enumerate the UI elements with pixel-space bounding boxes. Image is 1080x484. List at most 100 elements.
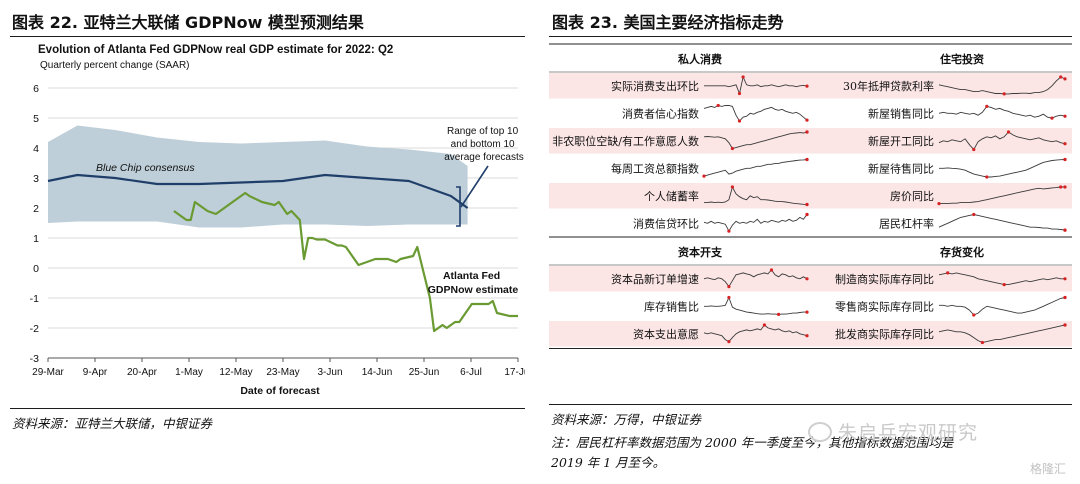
indicator-label: 实际消费支出环比 bbox=[611, 79, 699, 93]
indicator-sparkline bbox=[938, 131, 1066, 151]
sparkline-marker bbox=[805, 130, 809, 134]
indicator-sparkline bbox=[703, 214, 808, 233]
indicator-sparkline bbox=[704, 185, 808, 205]
footnote-line-1: 注：居民杠杆率数据范围为 2000 年一季度至今，其他指标数据范围均是 bbox=[551, 435, 954, 450]
y-tick-label: -1 bbox=[30, 293, 39, 305]
gdpnow-x-axis: 29-Mar 9-Apr 20-Apr 1-May 12-May 23-May 3-Jun 1… bbox=[32, 358, 525, 378]
y-tick-label: 1 bbox=[33, 233, 39, 245]
indicator-sparkline bbox=[938, 214, 1066, 231]
shaded-row-band bbox=[549, 321, 1072, 347]
indicator-sparkline bbox=[938, 76, 1066, 95]
range-annotation-line-1: Range of top 10 bbox=[447, 126, 519, 137]
right-footnote: 注：居民杠杆率数据范围为 2000 年一季度至今，其他指标数据范围均是 2019… bbox=[551, 433, 1071, 473]
indicator-label: 新屋开工同比 bbox=[868, 134, 934, 148]
right-figure-title: 图表 23. 美国主要经济指标走势 bbox=[552, 13, 784, 32]
x-tick-label: 23-May bbox=[266, 367, 299, 378]
x-tick-label: 12-May bbox=[219, 367, 252, 378]
gdpnow-label-line-1: Atlanta Fed bbox=[443, 270, 500, 282]
y-tick-label: 2 bbox=[33, 203, 39, 215]
sparkline-marker bbox=[1059, 185, 1063, 189]
group-header-left: 私人消费 bbox=[678, 52, 722, 66]
x-tick-label: 3-Jun bbox=[317, 367, 342, 378]
watermark-text: 朱启兵宏观研究 bbox=[838, 422, 979, 444]
y-tick-label: -3 bbox=[30, 353, 39, 365]
sparkline-marker bbox=[737, 119, 742, 123]
sparkline-marker bbox=[727, 295, 731, 300]
sparkline-marker bbox=[762, 323, 766, 327]
sparkline-marker bbox=[972, 212, 976, 217]
left-figure-title: 图表 22. 亚特兰大联储 GDPNow 模型预测结果 bbox=[12, 13, 364, 32]
range-annotation-line-2: and bottom 10 bbox=[451, 139, 515, 150]
range-bracket bbox=[456, 186, 461, 227]
indicator-sparkline bbox=[703, 105, 808, 122]
sparkline-marker bbox=[737, 91, 742, 96]
indicator-sparkline bbox=[703, 269, 808, 288]
sparkline-marker bbox=[937, 202, 941, 206]
sparkline-marker bbox=[805, 84, 809, 88]
sparkline-marker bbox=[702, 174, 706, 178]
sparkline-marker bbox=[805, 202, 809, 207]
indicator-sparkline bbox=[939, 186, 1065, 205]
indicator-label: 消费者信心指数 bbox=[622, 106, 699, 120]
indicator-sparkline bbox=[704, 296, 807, 315]
forecast-range-area bbox=[48, 125, 468, 228]
sparkline-marker bbox=[716, 103, 720, 108]
sparkline-marker bbox=[1063, 185, 1067, 189]
sparkline-marker bbox=[730, 185, 734, 189]
left-source-text: 资料来源：亚特兰大联储，中银证券 bbox=[12, 416, 213, 431]
indicator-label: 资本支出意愿 bbox=[633, 327, 699, 341]
gdpnow-estimate-label: Atlanta Fed GDPNow estimate bbox=[428, 270, 519, 296]
right-source-rule bbox=[549, 404, 1072, 405]
blue-chip-consensus-line bbox=[47, 173, 469, 209]
sparkline-marker bbox=[730, 146, 734, 151]
gelonghui-logo-text: 格隆汇 bbox=[1030, 462, 1067, 476]
group-header-right: 住宅投资 bbox=[940, 52, 984, 66]
sparkline-marker bbox=[1063, 295, 1067, 300]
x-tick-label: 14-Jun bbox=[362, 367, 393, 378]
x-tick-label: 29-Mar bbox=[32, 367, 64, 378]
indicator-sparkline bbox=[703, 131, 808, 150]
sparkline-marker bbox=[805, 310, 809, 314]
gdpnow-chart-subtitle: Quarterly percent change (SAAR) bbox=[40, 60, 190, 71]
x-tick-label: 20-Apr bbox=[127, 367, 158, 378]
sparkline-marker bbox=[980, 340, 984, 345]
indicator-sparkline bbox=[703, 324, 808, 343]
indicator-label: 批发商实际库存同比 bbox=[835, 327, 934, 341]
sparkline-marker bbox=[1063, 142, 1067, 146]
indicator-sparkline bbox=[703, 159, 808, 177]
gdpnow-label-line-2: GDPNow estimate bbox=[428, 284, 519, 296]
blue-chip-consensus-label: Blue Chip consensus bbox=[96, 162, 195, 174]
shaded-row-band bbox=[549, 73, 1072, 99]
indicator-label: 资本品新订单增速 bbox=[611, 272, 699, 286]
group-header-right: 存货变化 bbox=[940, 245, 984, 259]
sparkline-marker bbox=[972, 313, 976, 317]
y-tick-label: -2 bbox=[30, 323, 39, 335]
sparkline-marker bbox=[1059, 75, 1063, 79]
sparkline-marker bbox=[805, 334, 809, 338]
sparkline-marker bbox=[769, 268, 774, 272]
y-tick-label: 3 bbox=[33, 173, 39, 185]
shaded-row-band bbox=[549, 183, 1072, 209]
indicator-sparkline bbox=[938, 105, 1066, 119]
shaded-row-band bbox=[549, 266, 1072, 292]
indicator-label: 非农职位空缺/有工作意愿人数 bbox=[552, 134, 699, 148]
sparkline-marker bbox=[805, 118, 809, 122]
range-annotation-line-3: average forecasts bbox=[444, 152, 524, 163]
indicator-sparkline bbox=[938, 272, 1065, 286]
sparkline-marker bbox=[727, 340, 731, 344]
sparkline-marker bbox=[985, 104, 989, 108]
indicator-sparkline bbox=[939, 297, 1066, 316]
y-tick-label: 6 bbox=[33, 83, 39, 95]
x-tick-label: 9-Apr bbox=[83, 367, 108, 378]
indicator-sparkline bbox=[939, 159, 1066, 178]
sparkline-marker bbox=[1063, 114, 1067, 118]
indicator-label: 制造商实际库存同比 bbox=[835, 272, 934, 286]
indicator-label: 消费信贷环比 bbox=[633, 216, 699, 230]
sparkline-marker bbox=[1006, 130, 1011, 134]
sparkline-marker bbox=[741, 75, 745, 79]
sparkline-marker bbox=[1063, 323, 1067, 327]
y-tick-label: 5 bbox=[33, 113, 39, 125]
gdpnow-x-axis-label: Date of forecast bbox=[240, 385, 320, 397]
left-source-rule bbox=[10, 408, 525, 409]
